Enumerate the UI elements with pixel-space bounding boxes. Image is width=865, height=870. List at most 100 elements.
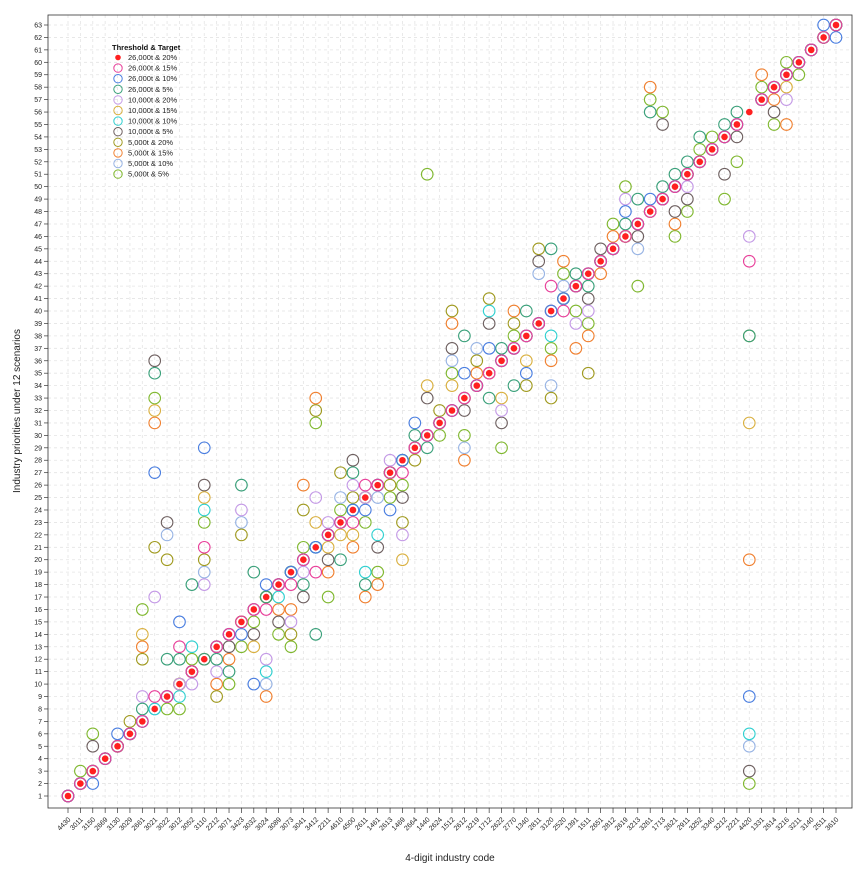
data-point-ring bbox=[557, 267, 570, 281]
data-point-ring bbox=[668, 167, 682, 181]
data-point-ring bbox=[148, 416, 162, 430]
data-point-ring bbox=[544, 329, 558, 343]
y-tick-label: 14 bbox=[34, 632, 42, 639]
data-point-ring bbox=[569, 279, 583, 293]
y-tick-label: 43 bbox=[34, 271, 42, 278]
data-point-ring bbox=[148, 466, 162, 480]
data-point-ring bbox=[507, 304, 521, 318]
data-point-dot bbox=[126, 730, 134, 738]
data-point-dot bbox=[696, 158, 704, 166]
data-point-ring bbox=[383, 478, 397, 492]
data-point-ring bbox=[569, 304, 583, 318]
data-point-dot bbox=[485, 369, 493, 377]
legend-entry-label: 10,000t & 20% bbox=[128, 95, 178, 104]
data-point-ring bbox=[817, 31, 830, 44]
data-point-dot bbox=[324, 531, 332, 539]
data-point-ring bbox=[495, 441, 508, 455]
legend: Threshold & Target 26,000t & 20% 26,000t … bbox=[112, 43, 181, 179]
x-tick-label: 3052 bbox=[180, 816, 196, 832]
data-point-ring bbox=[210, 640, 223, 654]
data-point-ring bbox=[297, 553, 310, 567]
data-point-ring bbox=[235, 516, 248, 529]
data-point-ring bbox=[408, 453, 422, 467]
data-point-ring bbox=[557, 254, 570, 268]
data-point-ring bbox=[383, 466, 397, 480]
y-tick-label: 22 bbox=[34, 532, 42, 539]
data-point-ring bbox=[321, 528, 335, 542]
data-point-ring bbox=[445, 366, 459, 380]
data-point-ring bbox=[606, 242, 620, 256]
x-tick-label: 2621 bbox=[663, 816, 679, 832]
data-point-dot bbox=[399, 456, 406, 464]
data-point-ring bbox=[482, 317, 496, 330]
data-point-ring bbox=[334, 503, 347, 517]
data-point-ring bbox=[681, 167, 694, 181]
data-point-ring bbox=[259, 677, 273, 691]
data-point-ring bbox=[619, 180, 632, 194]
x-tick-label: 3140 bbox=[800, 816, 816, 832]
data-point-ring bbox=[581, 317, 595, 330]
data-point-ring bbox=[631, 230, 645, 243]
y-tick-label: 26 bbox=[34, 483, 42, 490]
data-point-ring bbox=[829, 18, 843, 32]
data-point-ring bbox=[470, 341, 484, 355]
data-point-ring bbox=[829, 31, 843, 44]
y-tick-label: 21 bbox=[34, 545, 42, 552]
data-point-ring bbox=[235, 478, 248, 492]
data-point-ring bbox=[519, 354, 533, 368]
data-point-dot bbox=[498, 357, 505, 365]
data-point-ring bbox=[730, 118, 744, 131]
data-point-ring bbox=[309, 516, 323, 529]
data-point-ring bbox=[656, 192, 669, 206]
data-point-ring bbox=[197, 652, 211, 666]
data-point-dot bbox=[64, 792, 72, 800]
y-tick-label: 25 bbox=[34, 495, 42, 502]
data-point-ring bbox=[792, 68, 806, 82]
y-tick-label: 6 bbox=[38, 731, 42, 738]
y-tick-label: 61 bbox=[34, 47, 42, 54]
data-point-ring bbox=[247, 677, 261, 691]
data-point-ring bbox=[173, 677, 186, 691]
data-point-ring bbox=[210, 652, 223, 666]
data-point-ring bbox=[643, 105, 657, 119]
data-point-ring bbox=[235, 640, 248, 654]
legend-entry-label: 26,000t & 20% bbox=[128, 53, 178, 62]
data-point-ring bbox=[135, 627, 149, 641]
data-point-ring bbox=[148, 690, 162, 703]
data-point-ring bbox=[309, 565, 323, 579]
data-point-dot bbox=[461, 394, 468, 402]
data-point-ring bbox=[222, 652, 236, 666]
data-point-ring bbox=[569, 267, 583, 281]
data-point-dot bbox=[448, 407, 456, 414]
data-point-dot bbox=[386, 469, 394, 476]
y-tick-label: 7 bbox=[38, 719, 42, 726]
data-point-ring bbox=[197, 540, 211, 554]
data-point-ring bbox=[148, 354, 162, 368]
data-point-ring bbox=[495, 354, 508, 368]
data-point-ring bbox=[606, 230, 620, 243]
data-point-dot bbox=[89, 767, 97, 775]
data-point-ring bbox=[334, 516, 347, 529]
data-point-dot bbox=[646, 208, 654, 215]
data-point-ring bbox=[519, 366, 533, 380]
y-tick-label: 55 bbox=[34, 122, 42, 129]
data-point-dot bbox=[349, 506, 357, 514]
data-point-ring bbox=[544, 354, 558, 368]
data-point-ring bbox=[581, 292, 595, 305]
data-point-ring bbox=[86, 739, 100, 753]
data-point-ring bbox=[160, 528, 174, 542]
data-point-ring bbox=[470, 379, 484, 392]
data-point-ring bbox=[693, 130, 707, 144]
data-point-ring bbox=[458, 429, 471, 442]
legend-title: Threshold & Target bbox=[112, 43, 181, 52]
data-point-ring bbox=[371, 491, 385, 504]
data-point-ring bbox=[98, 752, 112, 766]
data-point-ring bbox=[235, 615, 248, 629]
legend-marker-ring bbox=[113, 148, 123, 158]
x-axis-label: 4-digit industry code bbox=[405, 853, 495, 864]
legend-entry-label: 5,000t & 5% bbox=[128, 170, 169, 179]
data-point-dot bbox=[361, 494, 369, 501]
data-point-ring bbox=[420, 167, 434, 181]
data-point-ring bbox=[123, 727, 137, 741]
data-point-dot bbox=[832, 21, 840, 29]
